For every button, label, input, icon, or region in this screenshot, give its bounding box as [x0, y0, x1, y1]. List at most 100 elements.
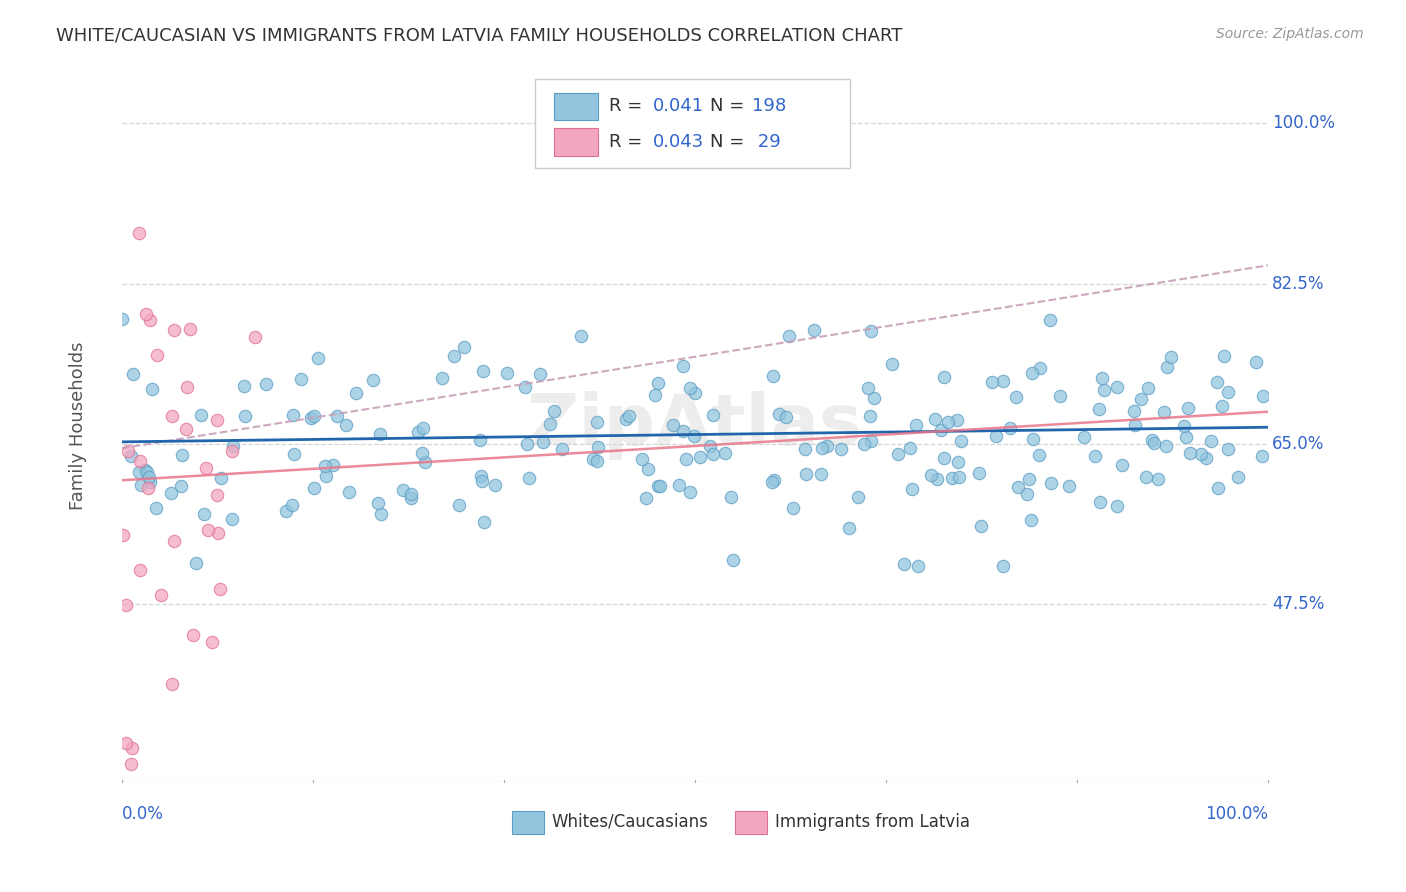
- Point: [1205, 375, 1227, 389]
- Text: 198: 198: [752, 97, 787, 115]
- Point: [859, 434, 882, 449]
- Point: [967, 466, 990, 480]
- Point: [1090, 495, 1112, 509]
- Point: [811, 441, 834, 455]
- Point: [134, 463, 156, 477]
- Point: [135, 465, 157, 479]
- Point: [471, 474, 494, 488]
- Text: R =: R =: [609, 133, 648, 151]
- Point: [302, 409, 325, 423]
- Point: [586, 440, 609, 454]
- Point: [946, 413, 969, 427]
- Point: [647, 479, 669, 493]
- Point: [1211, 399, 1233, 413]
- Text: 100.0%: 100.0%: [1205, 805, 1268, 823]
- Point: [1216, 442, 1239, 457]
- Point: [1021, 366, 1043, 380]
- Text: 82.5%: 82.5%: [1272, 275, 1324, 293]
- Point: [1135, 470, 1157, 484]
- Point: [893, 557, 915, 571]
- Point: [1160, 351, 1182, 365]
- Point: [1073, 430, 1095, 444]
- Point: [585, 453, 607, 467]
- Point: [254, 377, 277, 392]
- Point: [443, 349, 465, 363]
- Text: Immigrants from Latvia: Immigrants from Latvia: [775, 813, 970, 830]
- Point: [314, 458, 336, 473]
- Text: Whites/Caucasians: Whites/Caucasians: [551, 813, 709, 830]
- Point: [1178, 446, 1201, 460]
- Point: [339, 485, 361, 500]
- Point: [569, 329, 592, 343]
- Point: [243, 330, 266, 344]
- FancyBboxPatch shape: [554, 93, 598, 120]
- Text: N =: N =: [710, 133, 749, 151]
- Point: [880, 357, 903, 371]
- Point: [1177, 401, 1199, 415]
- Point: [221, 444, 243, 458]
- Point: [637, 461, 659, 475]
- Point: [585, 415, 607, 429]
- Text: ZipAtlas: ZipAtlas: [527, 391, 863, 460]
- Point: [184, 556, 207, 570]
- Point: [209, 471, 232, 485]
- Point: [128, 465, 150, 479]
- Point: [1199, 434, 1222, 448]
- Point: [648, 478, 671, 492]
- Point: [205, 488, 228, 502]
- Point: [408, 425, 430, 439]
- Point: [174, 422, 197, 436]
- Point: [120, 449, 142, 463]
- Point: [519, 471, 541, 485]
- Point: [1251, 389, 1274, 403]
- Point: [117, 443, 139, 458]
- Point: [927, 472, 949, 486]
- Point: [170, 479, 193, 493]
- Point: [233, 409, 256, 423]
- Point: [474, 515, 496, 529]
- Point: [159, 486, 181, 500]
- Point: [924, 411, 946, 425]
- Point: [929, 423, 952, 437]
- FancyBboxPatch shape: [534, 79, 849, 169]
- Point: [948, 470, 970, 484]
- Point: [905, 418, 928, 433]
- Point: [859, 409, 882, 423]
- Text: R =: R =: [609, 97, 648, 115]
- Point: [856, 381, 879, 395]
- Point: [775, 409, 797, 424]
- Point: [413, 455, 436, 469]
- Point: [1173, 418, 1195, 433]
- Point: [1123, 418, 1146, 433]
- Point: [901, 482, 924, 496]
- Point: [778, 329, 800, 343]
- Point: [1059, 479, 1081, 493]
- Point: [1028, 361, 1050, 376]
- Point: [307, 351, 329, 366]
- Point: [762, 369, 785, 384]
- Point: [274, 504, 297, 518]
- Point: [993, 374, 1015, 388]
- Point: [470, 468, 492, 483]
- Text: 0.041: 0.041: [652, 97, 704, 115]
- Point: [163, 323, 186, 337]
- FancyBboxPatch shape: [735, 811, 768, 834]
- Point: [121, 740, 143, 755]
- Point: [948, 455, 970, 469]
- Point: [672, 359, 695, 373]
- Point: [128, 226, 150, 240]
- FancyBboxPatch shape: [512, 811, 544, 834]
- Point: [920, 468, 942, 483]
- Point: [315, 468, 337, 483]
- Point: [283, 408, 305, 422]
- Point: [1090, 371, 1112, 385]
- Point: [838, 521, 860, 535]
- Point: [179, 322, 201, 336]
- Point: [672, 424, 695, 438]
- Point: [1195, 450, 1218, 465]
- Point: [1092, 384, 1115, 398]
- Point: [848, 490, 870, 504]
- Point: [335, 417, 357, 432]
- Point: [160, 676, 183, 690]
- Point: [1156, 360, 1178, 375]
